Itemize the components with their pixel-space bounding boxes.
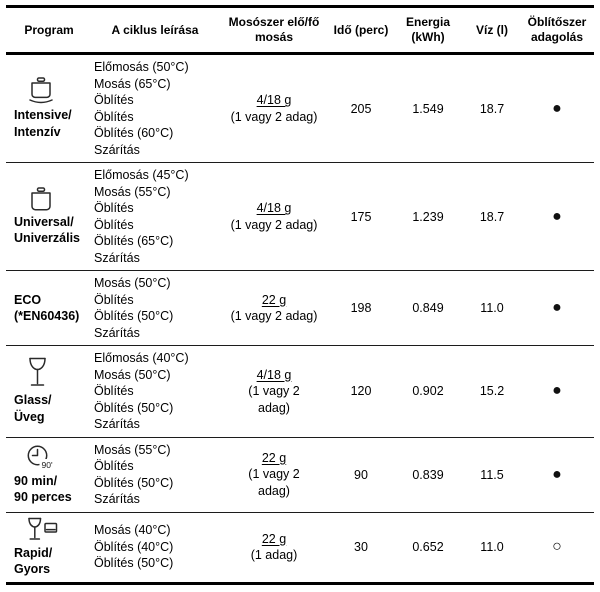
table-row-eco: ECO (*EN60436) Mosás (50°C) Öblítés Öblí…	[6, 270, 594, 346]
program-cell: Intensive/ Intenzív	[6, 54, 92, 163]
detergent-dose: 4/18 g	[256, 93, 292, 107]
detergent-cell: 4/18 g (1 vagy 2 adag)	[218, 54, 330, 163]
col-header-time: Idő (perc)	[333, 22, 389, 37]
pot-on-saucer-icon	[26, 77, 92, 105]
wine-glass-icon	[26, 357, 92, 390]
detergent-note: (1 vagy 2 adag)	[248, 467, 300, 498]
table-row-90min: 90' 90 min/ 90 perces Mosás (55°C) Öblít…	[6, 437, 594, 512]
water-value: 18.7	[479, 209, 505, 224]
water-value: 11.0	[480, 540, 504, 554]
rinse-aid-dot: ●	[552, 207, 562, 225]
detergent-dose: 4/18 g	[256, 367, 292, 382]
col-header-program: Program	[24, 22, 74, 37]
program-cell: Universal/ Univerzális	[6, 163, 92, 271]
detergent-cell: 22 g (1 vagy 2 adag)	[218, 271, 330, 346]
table-row-universal: Universal/ Univerzális Előmosás (45°C) M…	[6, 162, 594, 271]
time-value: 90	[354, 467, 368, 482]
header-row: Program A ciklus leírása Mosószer elő/fő…	[6, 7, 594, 54]
program-name: Universal/ Univerzális	[14, 214, 81, 246]
col-header-water: Víz (l)	[476, 22, 508, 37]
energy-value: 1.549	[412, 101, 444, 116]
cycle-description: Mosás (55°C) Öblítés Öblítés (50°C) Szár…	[94, 442, 174, 507]
detergent-note: (1 vagy 2 adag)	[230, 109, 318, 124]
pot-icon	[26, 186, 92, 212]
col-header-cycle: A ciklus leírása	[111, 22, 199, 37]
time-value: 198	[350, 301, 372, 315]
detergent-dose: 22 g	[261, 531, 287, 546]
rinse-aid-dot: ○	[552, 538, 562, 555]
clock-90-label: 90'	[42, 460, 53, 470]
time-value: 175	[350, 209, 372, 224]
rinse-aid-dot: ●	[552, 299, 562, 316]
cycle-description: Előmosás (40°C) Mosás (50°C) Öblítés Öbl…	[94, 351, 189, 431]
detergent-dose: 22 g	[261, 292, 287, 307]
cycle-description: Előmosás (45°C) Mosás (55°C) Öblítés Öbl…	[94, 168, 189, 265]
detergent-dose: 4/18 g	[256, 201, 292, 215]
table-row-glass: Glass/ Üveg Előmosás (40°C) Mosás (50°C)…	[6, 345, 594, 438]
col-header-rinse-aid: Öblítőszer adagolás	[527, 15, 587, 44]
clock-90min-icon: 90'	[26, 444, 92, 471]
program-cell: Glass/ Üveg	[6, 346, 92, 438]
table-row-intensive: Intensive/ Intenzív Előmosás (50°C) Mosá…	[6, 53, 594, 163]
detergent-note: (1 vagy 2 adag)	[230, 217, 318, 232]
program-cell: ECO (*EN60436)	[6, 271, 92, 346]
program-cell: Rapid/ Gyors	[6, 512, 92, 583]
detergent-cell: 4/18 g (1 vagy 2 adag)	[218, 346, 330, 438]
detergent-cell: 22 g (1 adag)	[218, 512, 330, 583]
rinse-aid-dot: ●	[552, 99, 562, 117]
dishwasher-program-table: Program A ciklus leírása Mosószer elő/fő…	[6, 5, 594, 585]
energy-value: 0.849	[412, 301, 444, 315]
energy-value: 1.239	[412, 209, 444, 224]
program-name: Intensive/ Intenzív	[14, 108, 72, 139]
program-name: ECO (*EN60436)	[14, 292, 80, 324]
energy-value: 0.839	[412, 467, 444, 482]
cycle-description: Mosás (50°C) Öblítés Öblítés (50°C) Szár…	[94, 276, 174, 340]
cycle-description: Előmosás (50°C) Mosás (65°C) Öblítés Öbl…	[94, 60, 189, 157]
energy-value: 0.902	[412, 384, 444, 399]
detergent-cell: 4/18 g (1 vagy 2 adag)	[218, 163, 330, 271]
cycle-description: Mosás (40°C) Öblítés (40°C) Öblítés (50°…	[94, 523, 174, 571]
rinse-aid-dot: ●	[552, 465, 562, 483]
program-name: Rapid/ Gyors	[14, 545, 53, 577]
energy-value: 0.652	[412, 540, 444, 554]
program-name: Glass/ Üveg	[14, 393, 52, 424]
time-value: 30	[354, 540, 368, 554]
water-value: 11.0	[480, 301, 504, 315]
detergent-note: (1 vagy 2 adag)	[230, 309, 318, 323]
water-value: 15.2	[479, 384, 505, 399]
program-name: 90 min/ 90 perces	[14, 473, 72, 505]
detergent-note: (1 adag)	[250, 548, 298, 562]
table-row-rapid: Rapid/ Gyors Mosás (40°C) Öblítés (40°C)…	[6, 512, 594, 583]
col-header-energy: Energia (kWh)	[405, 15, 450, 44]
detergent-cell: 22 g (1 vagy 2 adag)	[218, 437, 330, 512]
detergent-note: (1 vagy 2 adag)	[248, 384, 300, 415]
col-header-detergent: Mosószer elő/fő mosás	[228, 15, 320, 44]
water-value: 11.5	[480, 467, 504, 482]
time-value: 205	[350, 101, 372, 116]
time-value: 120	[350, 384, 372, 399]
program-cell: 90' 90 min/ 90 perces	[6, 437, 92, 512]
detergent-dose: 22 g	[261, 450, 287, 465]
rinse-aid-dot: ●	[552, 382, 562, 400]
glass-and-dish-icon	[26, 517, 92, 543]
water-value: 18.7	[479, 101, 505, 116]
